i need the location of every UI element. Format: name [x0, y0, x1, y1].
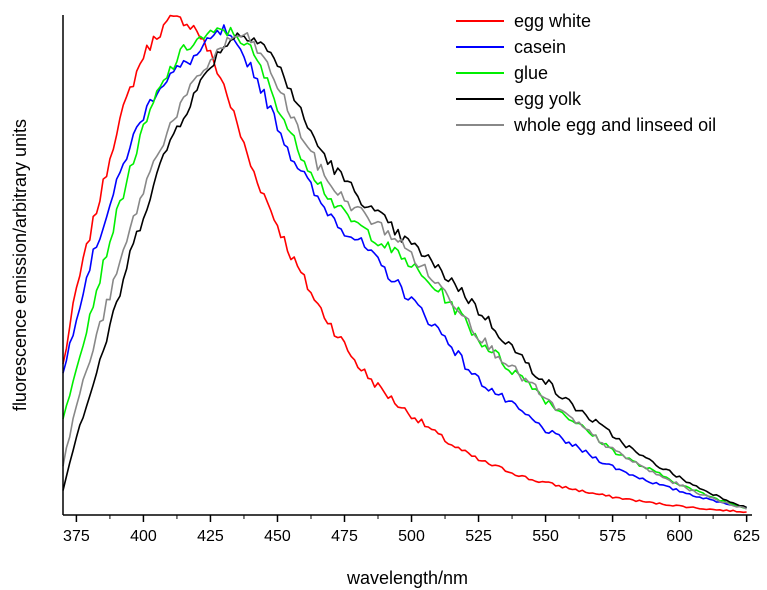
- legend: egg white casein glue egg yolk whole egg and…: [456, 11, 716, 135]
- legend-label: glue: [514, 63, 548, 83]
- x-tick-label: 475: [331, 528, 358, 545]
- legend-label: whole egg and linseed oil: [513, 115, 716, 135]
- series-line-egg-white: [62, 14, 747, 514]
- x-tick-label: 600: [666, 528, 693, 545]
- x-tick-label: 375: [63, 528, 90, 545]
- y-axis-title: fluorescence emission/arbitrary units: [10, 119, 30, 411]
- series-line-egg-yolk: [62, 32, 747, 509]
- axes: [62, 15, 752, 516]
- legend-label: egg white: [514, 11, 591, 31]
- x-ticks: 375 400 425 450 475 500 525 550 575 600 625: [63, 515, 760, 545]
- x-tick-label: 450: [264, 528, 291, 545]
- x-tick-label: 500: [398, 528, 425, 545]
- x-tick-label: 525: [465, 528, 492, 545]
- x-tick-label: 625: [733, 528, 760, 545]
- x-tick-label: 400: [130, 528, 157, 545]
- legend-label: casein: [514, 37, 566, 57]
- x-axis-title: wavelength/nm: [346, 568, 468, 588]
- series-line-casein: [62, 24, 747, 509]
- x-tick-label: 575: [599, 528, 626, 545]
- legend-label: egg yolk: [514, 89, 582, 109]
- plot-lines: [62, 14, 747, 514]
- series-line-glue: [62, 26, 747, 509]
- series-line-whole-egg-and-linseed-oil: [62, 31, 747, 510]
- x-tick-label: 550: [532, 528, 559, 545]
- x-tick-label: 425: [197, 528, 224, 545]
